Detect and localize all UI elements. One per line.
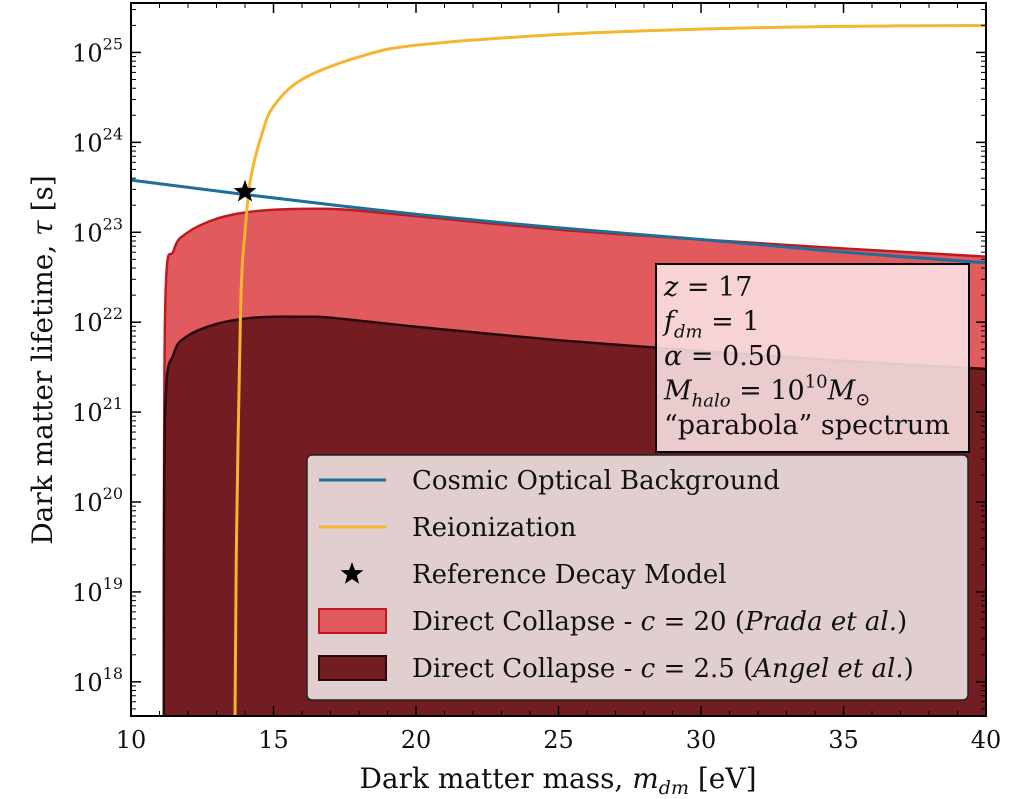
- y-tick-label: 1018: [72, 664, 123, 697]
- annotation-line: α = 0.50: [664, 341, 782, 372]
- legend: Cosmic Optical Background Reionization Ref…: [306, 454, 969, 701]
- y-tick-label: 1019: [72, 574, 123, 607]
- y-tick-label: 1022: [72, 304, 123, 337]
- annotation-line: Mhalo = 1010M⊙: [663, 372, 870, 412]
- legend-entry-2-swatch: [340, 562, 364, 584]
- legend-entry-0-label: Cosmic Optical Background: [412, 466, 780, 496]
- legend-entry-3-label: Direct Collapse - c = 20 (Prada et al.): [412, 607, 907, 637]
- y-tick-label: 1024: [72, 124, 123, 157]
- x-tick-label: 40: [971, 726, 1002, 754]
- point-reference-decay-model: [233, 179, 257, 202]
- y-tick-label: 1025: [72, 34, 123, 67]
- annotation-frame: [655, 263, 970, 453]
- legend-entry-4-swatch: [318, 655, 387, 681]
- x-tick-label: 20: [401, 726, 432, 754]
- y-tick-label: 1020: [72, 484, 123, 517]
- x-tick-label: 30: [686, 726, 717, 754]
- y-tick-label: 1023: [72, 214, 123, 247]
- x-axis-title: Dark matter mass, mdm [eV]: [359, 762, 756, 799]
- x-tick-label: 10: [116, 726, 147, 754]
- annotation-line: z = 17: [663, 272, 752, 303]
- legend-entry-1-label: Reionization: [412, 513, 577, 543]
- line-reionization: [233, 24, 986, 716]
- legend-entry-3-swatch: [318, 608, 387, 634]
- annotation-line: “parabola” spectrum: [664, 410, 950, 441]
- annotation-line: fdm = 1: [662, 307, 760, 343]
- x-tick-label: 15: [258, 726, 289, 754]
- axis-ticks: 10 15 20 25 30 35 40 1018 1019 1020 1021 1022 1023 10…: [72, 3, 1001, 754]
- y-tick-label: 1021: [72, 394, 123, 427]
- x-tick-label: 35: [828, 726, 859, 754]
- legend-entry-4-label: Direct Collapse - c = 2.5 (Angel et al.): [412, 654, 914, 684]
- legend-frame: [306, 454, 969, 701]
- legend-entry-2-label: Reference Decay Model: [412, 560, 727, 590]
- y-axis-title: Dark matter lifetime, τ [s]: [26, 175, 59, 545]
- x-tick-label: 25: [543, 726, 574, 754]
